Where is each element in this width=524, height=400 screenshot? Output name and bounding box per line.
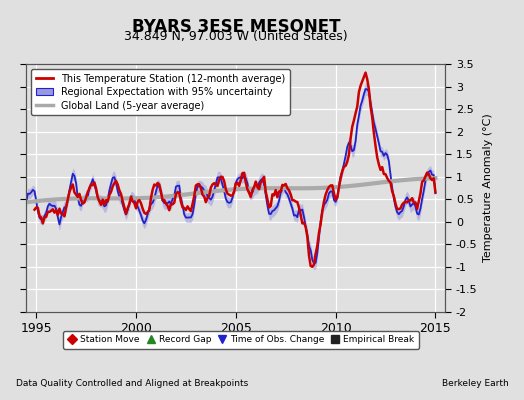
Y-axis label: Temperature Anomaly (°C): Temperature Anomaly (°C) <box>483 114 493 262</box>
Text: Berkeley Earth: Berkeley Earth <box>442 379 508 388</box>
Text: BYARS 3ESE MESONET: BYARS 3ESE MESONET <box>132 18 340 36</box>
Text: Data Quality Controlled and Aligned at Breakpoints: Data Quality Controlled and Aligned at B… <box>16 379 248 388</box>
Legend: This Temperature Station (12-month average), Regional Expectation with 95% uncer: This Temperature Station (12-month avera… <box>31 69 290 115</box>
Legend: Station Move, Record Gap, Time of Obs. Change, Empirical Break: Station Move, Record Gap, Time of Obs. C… <box>63 331 419 349</box>
Text: 34.849 N, 97.003 W (United States): 34.849 N, 97.003 W (United States) <box>124 30 347 43</box>
